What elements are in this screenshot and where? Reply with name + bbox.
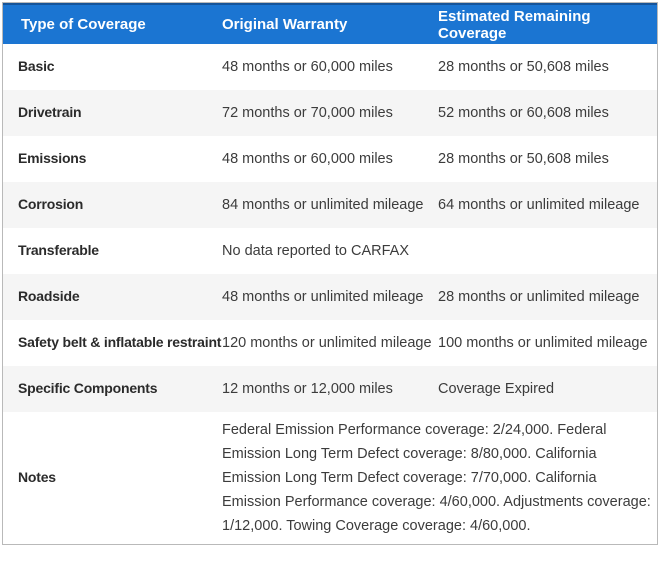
- coverage-type-cell: Drivetrain: [3, 90, 222, 136]
- table-row: Roadside 48 months or unlimited mileage 28…: [3, 274, 657, 320]
- coverage-type-label: Specific Components: [18, 380, 158, 396]
- header-row: Type of Coverage Original Warranty Estim…: [3, 3, 657, 44]
- remaining-coverage-cell: 28 months or 50,608 miles: [438, 150, 609, 167]
- header-type-of-coverage: Type of Coverage: [3, 3, 222, 44]
- remaining-coverage-cell: 100 months or unlimited mileage: [438, 334, 648, 351]
- original-warranty-cell: 120 months or unlimited mileage: [222, 334, 432, 351]
- coverage-type-cell: Transferable: [3, 228, 222, 274]
- original-warranty-cell: 48 months or 60,000 miles: [222, 58, 393, 75]
- coverage-type-label: Safety belt & inflatable restraint: [18, 334, 222, 350]
- remaining-coverage-cell: [438, 228, 657, 274]
- coverage-type-cell: Corrosion: [3, 182, 222, 228]
- header-estimated-remaining-coverage: Estimated Remaining Coverage: [438, 3, 657, 44]
- remaining-coverage-cell: 28 months or unlimited mileage: [438, 288, 640, 305]
- coverage-type-label: Corrosion: [18, 196, 84, 212]
- table-row: Specific Components 12 months or 12,000 m…: [3, 366, 657, 412]
- coverage-type-label: Basic: [18, 58, 55, 74]
- coverage-type-label: Roadside: [18, 288, 80, 304]
- original-warranty-cell: 84 months or unlimited mileage: [222, 196, 424, 213]
- remaining-coverage-cell: 52 months or 60,608 miles: [438, 104, 609, 121]
- warranty-coverage-table: Type of Coverage Original Warranty Estim…: [3, 3, 657, 544]
- coverage-type-label: Emissions: [18, 150, 87, 166]
- table-row: Notes Federal Emission Performance covera…: [3, 412, 657, 544]
- original-warranty-cell: Federal Emission Performance coverage: 2…: [222, 422, 651, 534]
- remaining-coverage-cell: Coverage Expired: [438, 380, 555, 397]
- original-warranty-cell: 12 months or 12,000 miles: [222, 380, 393, 397]
- table-header: Type of Coverage Original Warranty Estim…: [3, 3, 657, 44]
- original-warranty-cell: 48 months or unlimited mileage: [222, 288, 424, 305]
- table-row: Corrosion 84 months or unlimited mileage 6…: [3, 182, 657, 228]
- coverage-type-cell: Basic: [3, 44, 222, 90]
- coverage-type-cell: Specific Components: [3, 366, 222, 412]
- coverage-type-cell: Notes: [3, 412, 222, 544]
- table-row: Emissions 48 months or 60,000 miles 28 mon…: [3, 136, 657, 182]
- table-row: Basic 48 months or 60,000 miles 28 months …: [3, 44, 657, 90]
- table-row: Drivetrain 72 months or 70,000 miles 52 mo…: [3, 90, 657, 136]
- table-body: Basic 48 months or 60,000 miles 28 months …: [3, 44, 657, 544]
- coverage-type-label: Notes: [18, 469, 56, 485]
- original-warranty-cell: No data reported to CARFAX: [222, 242, 409, 259]
- remaining-coverage-cell: 28 months or 50,608 miles: [438, 58, 609, 75]
- remaining-coverage-cell: 64 months or unlimited mileage: [438, 196, 640, 213]
- original-warranty-cell: 72 months or 70,000 miles: [222, 104, 393, 121]
- coverage-type-cell: Emissions: [3, 136, 222, 182]
- table-row: Safety belt & inflatable restraint 120 mo…: [3, 320, 657, 366]
- original-warranty-cell: 48 months or 60,000 miles: [222, 150, 393, 167]
- coverage-type-cell: Safety belt & inflatable restraint: [3, 320, 222, 366]
- header-original-warranty: Original Warranty: [222, 3, 438, 44]
- coverage-type-cell: Roadside: [3, 274, 222, 320]
- warranty-coverage-table-container: Type of Coverage Original Warranty Estim…: [2, 2, 658, 545]
- coverage-type-label: Drivetrain: [18, 104, 82, 120]
- coverage-type-label: Transferable: [18, 242, 99, 258]
- table-row: Transferable No data reported to CARFAX: [3, 228, 657, 274]
